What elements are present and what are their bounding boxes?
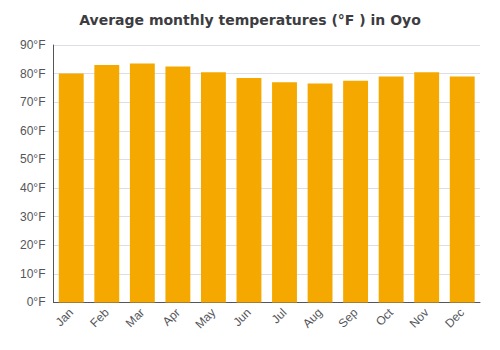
svg-text:20°F: 20°F [20, 238, 45, 252]
svg-text:40°F: 40°F [20, 181, 45, 195]
svg-text:Nov: Nov [407, 306, 432, 331]
svg-text:10°F: 10°F [20, 267, 45, 281]
svg-text:Apr: Apr [160, 306, 183, 329]
svg-text:Oct: Oct [373, 305, 397, 329]
svg-text:Average monthly temperatures (: Average monthly temperatures (°F ) in Oy… [79, 12, 421, 28]
svg-text:30°F: 30°F [20, 210, 45, 224]
svg-text:90°F: 90°F [20, 38, 45, 52]
svg-text:50°F: 50°F [20, 152, 45, 166]
svg-text:80°F: 80°F [20, 67, 45, 81]
svg-text:Jul: Jul [269, 306, 290, 327]
svg-text:Jun: Jun [230, 306, 254, 330]
svg-text:Feb: Feb [87, 305, 112, 330]
svg-text:60°F: 60°F [20, 124, 45, 138]
svg-text:Sep: Sep [336, 305, 361, 330]
svg-text:0°F: 0°F [27, 295, 46, 309]
svg-text:Dec: Dec [442, 306, 467, 331]
svg-text:Mar: Mar [123, 306, 148, 330]
svg-text:May: May [192, 306, 218, 332]
svg-text:70°F: 70°F [20, 95, 45, 109]
svg-text:Aug: Aug [300, 306, 325, 331]
svg-text:Jan: Jan [53, 306, 77, 330]
